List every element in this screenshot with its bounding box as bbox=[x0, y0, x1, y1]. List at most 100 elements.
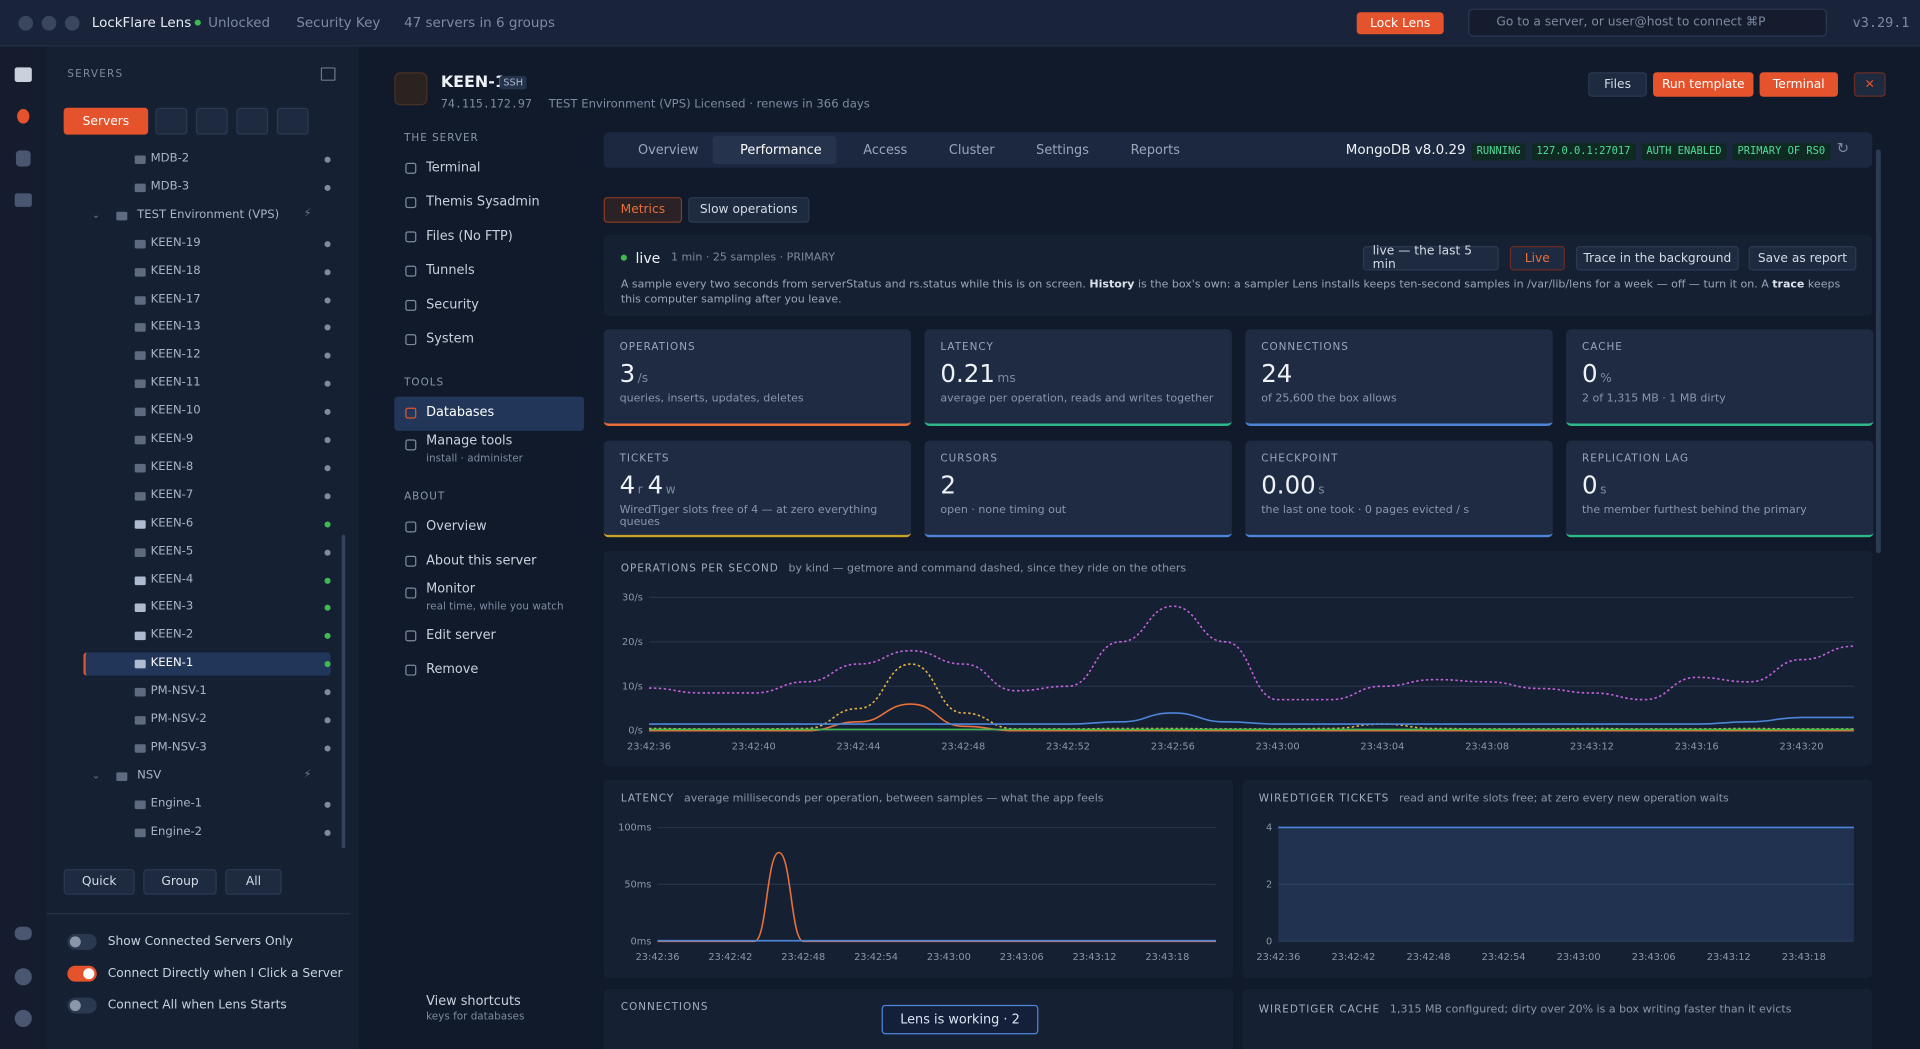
rail-settings[interactable] bbox=[14, 1009, 32, 1027]
server-item[interactable]: KEEN-1 bbox=[83, 652, 331, 676]
save-report-button[interactable]: Save as report bbox=[1748, 246, 1857, 271]
server-item[interactable]: KEEN-13 bbox=[86, 316, 331, 339]
server-item[interactable]: KEEN-7 bbox=[86, 484, 331, 507]
server-item[interactable]: MDB-3 bbox=[86, 176, 331, 199]
servers-tab[interactable]: Servers bbox=[63, 107, 149, 135]
tab[interactable]: Performance bbox=[713, 135, 837, 165]
server-item[interactable]: KEEN-11 bbox=[86, 372, 331, 395]
server-item[interactable]: KEEN-4 bbox=[86, 569, 331, 592]
nav-item[interactable]: Terminal bbox=[394, 152, 584, 186]
terminal-button[interactable]: Terminal bbox=[1759, 72, 1838, 97]
tab-tree[interactable] bbox=[276, 107, 309, 135]
sidebar-button[interactable]: Group bbox=[143, 869, 217, 895]
item-icon bbox=[134, 575, 146, 585]
server-item[interactable]: KEEN-3 bbox=[86, 597, 331, 620]
tab-box[interactable] bbox=[236, 107, 269, 135]
server-item[interactable]: PM-NSV-3 bbox=[86, 737, 331, 760]
toggle[interactable] bbox=[67, 933, 97, 950]
files-button[interactable]: Files bbox=[1588, 72, 1647, 97]
close-button[interactable]: ✕ bbox=[1853, 72, 1886, 97]
nav-item[interactable]: Files (No FTP) bbox=[394, 220, 584, 254]
item-icon bbox=[134, 688, 146, 697]
card-value: 2 bbox=[940, 470, 1216, 499]
server-item[interactable]: KEEN-6 bbox=[86, 512, 331, 535]
slow-ops-tab[interactable]: Slow operations bbox=[688, 197, 810, 223]
metrics-tab[interactable]: Metrics bbox=[603, 197, 683, 223]
status-dot bbox=[324, 689, 331, 696]
latency-panel bbox=[603, 779, 1234, 979]
toggle[interactable] bbox=[67, 965, 97, 982]
range-label: live — the last 5 min bbox=[1372, 244, 1473, 272]
trace-button[interactable]: Trace in the background bbox=[1575, 246, 1739, 271]
nav-item[interactable]: Manage tools install · administer bbox=[394, 431, 584, 471]
item-icon bbox=[134, 828, 146, 837]
server-item[interactable]: MDB-2 bbox=[86, 148, 331, 171]
tabs: Overview Performance Access Cluster Settings… bbox=[609, 135, 1195, 165]
live-button[interactable]: Live bbox=[1509, 246, 1565, 271]
toggle[interactable] bbox=[67, 997, 97, 1014]
tab[interactable]: Access bbox=[836, 136, 922, 164]
server-item[interactable]: PM-NSV-2 bbox=[86, 709, 331, 732]
server-item[interactable]: PM-NSV-1 bbox=[86, 681, 331, 704]
tab[interactable]: Settings bbox=[1009, 136, 1103, 164]
server-item[interactable]: KEEN-5 bbox=[86, 541, 331, 564]
sidebar-button[interactable]: All bbox=[225, 869, 282, 895]
server-item[interactable]: KEEN-19 bbox=[86, 232, 331, 255]
server-item[interactable]: KEEN-10 bbox=[86, 400, 331, 423]
tab[interactable]: Overview bbox=[609, 136, 714, 164]
window-maximize[interactable] bbox=[64, 15, 80, 31]
rail-security[interactable] bbox=[15, 150, 31, 167]
nav-item[interactable]: Monitor real time, while you watch bbox=[394, 579, 584, 619]
nav-item[interactable]: Databases bbox=[394, 396, 585, 431]
nav-icon bbox=[405, 664, 417, 676]
server-item[interactable]: KEEN-12 bbox=[86, 344, 331, 367]
rail-verify[interactable] bbox=[14, 968, 32, 986]
tab-play[interactable] bbox=[155, 107, 188, 135]
security-key[interactable]: Security Key bbox=[296, 14, 381, 31]
range-select[interactable]: live — the last 5 min bbox=[1362, 244, 1499, 272]
nav-item[interactable]: Tunnels bbox=[394, 255, 584, 289]
window-close[interactable] bbox=[18, 15, 34, 31]
main-scrollbar bbox=[1875, 149, 1881, 554]
collapse-sidebar[interactable] bbox=[320, 67, 336, 81]
server-item[interactable]: Engine-2 bbox=[86, 821, 331, 844]
rail-users[interactable] bbox=[14, 926, 32, 941]
nav-item[interactable]: Overview bbox=[394, 510, 584, 544]
tab[interactable]: Cluster bbox=[922, 136, 1009, 164]
rail-servers[interactable] bbox=[14, 67, 32, 83]
server-item[interactable]: KEEN-2 bbox=[86, 625, 331, 648]
tab[interactable]: Reports bbox=[1104, 136, 1195, 164]
view-shortcuts[interactable]: View shortcuts keys for databases bbox=[426, 994, 524, 1023]
server-group[interactable]: ⌄ NSV ⚡ bbox=[83, 765, 334, 788]
item-label: Engine-2 bbox=[150, 824, 203, 838]
server-item[interactable]: KEEN-18 bbox=[86, 260, 331, 283]
refresh[interactable]: ↻ bbox=[1836, 139, 1850, 157]
cache-panel bbox=[1242, 989, 1873, 1049]
nav-item[interactable]: Security bbox=[394, 289, 584, 323]
rail-files[interactable] bbox=[14, 193, 32, 207]
lock-button[interactable]: Lock Lens bbox=[1356, 12, 1444, 35]
server-item[interactable]: Engine-1 bbox=[86, 793, 331, 816]
server-item[interactable]: KEEN-8 bbox=[86, 456, 331, 479]
sidebar-button[interactable]: Quick bbox=[63, 869, 135, 895]
nav-item[interactable]: Themis Sysadmin bbox=[394, 186, 584, 220]
mongo-badges: RUNNING 127.0.0.1:27017 AUTH ENABLED PRIMAR… bbox=[1466, 142, 1831, 161]
run-template-button[interactable]: Run template bbox=[1653, 72, 1754, 97]
search-box[interactable] bbox=[1468, 8, 1827, 37]
value: 4 bbox=[647, 470, 664, 500]
nav-item[interactable]: Edit server bbox=[394, 619, 584, 653]
nav-item[interactable]: System bbox=[394, 323, 584, 357]
window-minimize[interactable] bbox=[41, 15, 57, 31]
card-label: CACHE bbox=[1582, 341, 1623, 354]
server-item[interactable]: KEEN-9 bbox=[86, 428, 331, 451]
rail-lens[interactable] bbox=[17, 108, 30, 124]
nav-label: System bbox=[426, 331, 475, 347]
nav-item[interactable]: About this server bbox=[394, 545, 584, 579]
server-group[interactable]: ⌄ TEST Environment (VPS) ⚡ bbox=[83, 204, 334, 227]
tab-code[interactable] bbox=[195, 107, 228, 135]
trace-label: Trace in the background bbox=[1583, 251, 1732, 266]
toast[interactable]: Lens is working · 2 bbox=[881, 1004, 1039, 1035]
item-label: KEEN-7 bbox=[150, 488, 194, 502]
server-item[interactable]: KEEN-17 bbox=[86, 288, 331, 311]
nav-item[interactable]: Remove bbox=[394, 654, 584, 688]
